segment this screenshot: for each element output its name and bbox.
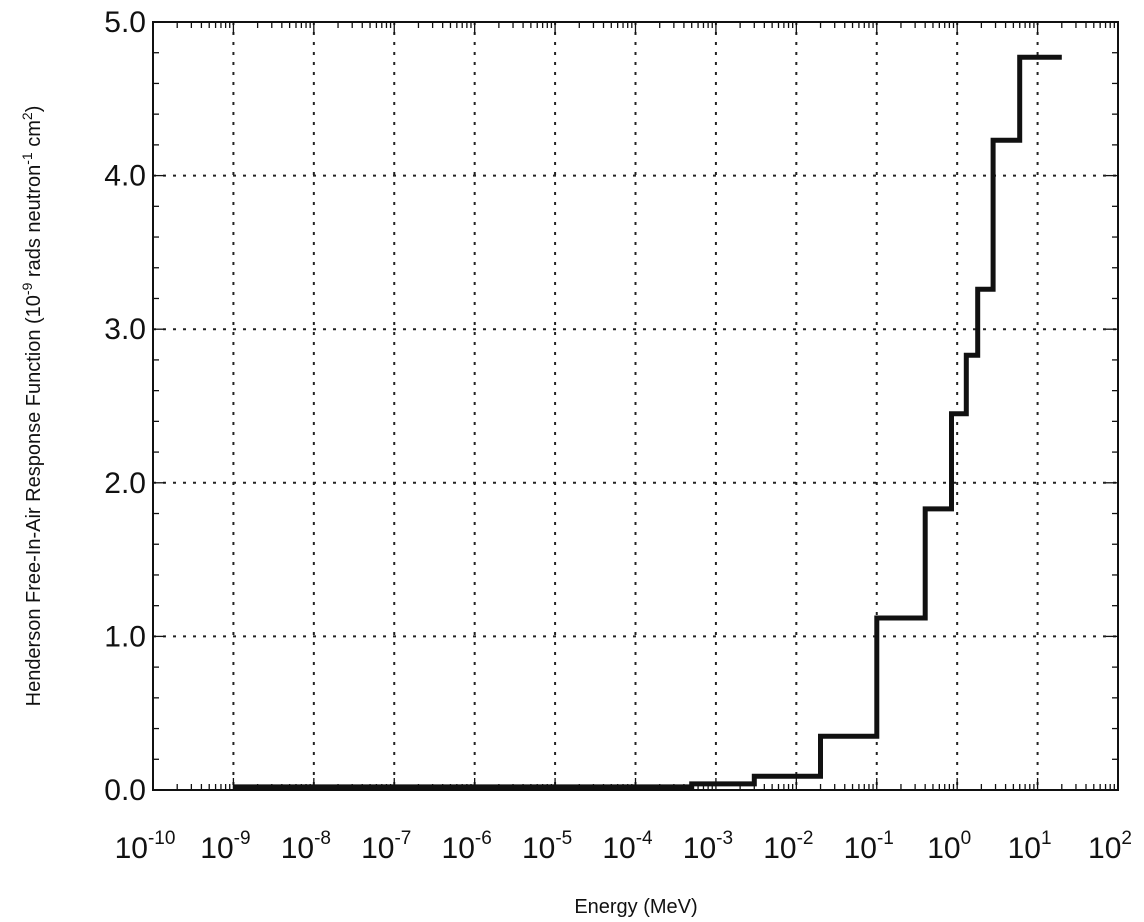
gridlines <box>153 22 1118 790</box>
x-tick-label: 10-7 <box>361 828 411 865</box>
y-tick-label: 1.0 <box>104 620 146 653</box>
x-tick-label: 101 <box>1008 828 1052 865</box>
y-tick-label: 2.0 <box>104 467 146 500</box>
x-tick-label: 10-6 <box>442 828 492 865</box>
x-tick-label: 10-5 <box>522 828 572 865</box>
y-tick-label: 0.0 <box>104 774 146 807</box>
x-axis-title: Energy (MeV) <box>574 896 697 918</box>
x-tick-label: 10-2 <box>763 828 813 865</box>
x-tick-label: 10-3 <box>683 828 733 865</box>
data-series-line <box>233 54 1062 790</box>
x-tick-label: 10-4 <box>602 828 653 865</box>
y-tick-label: 5.0 <box>104 6 146 39</box>
y-tick-label: 4.0 <box>104 160 146 193</box>
x-tick-label: 10-8 <box>281 828 331 865</box>
x-tick-label: 10-9 <box>200 828 250 865</box>
y-axis-title: Henderson Free-In-Air Response Function … <box>19 106 45 707</box>
x-tick-label: 100 <box>927 828 971 865</box>
x-tick-label: 102 <box>1088 828 1132 865</box>
x-tick-label: 10-1 <box>844 828 894 865</box>
axis-ticks <box>152 21 1118 791</box>
y-tick-label: 3.0 <box>104 313 146 346</box>
x-tick-label: 10-10 <box>115 828 176 865</box>
